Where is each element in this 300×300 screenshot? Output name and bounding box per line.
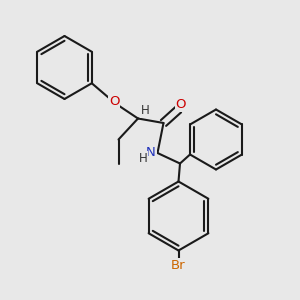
Text: H: H bbox=[141, 104, 150, 118]
Text: Br: Br bbox=[171, 259, 186, 272]
Text: O: O bbox=[176, 98, 186, 111]
Text: O: O bbox=[109, 94, 119, 108]
Text: H: H bbox=[139, 152, 148, 165]
Text: N: N bbox=[146, 146, 156, 159]
